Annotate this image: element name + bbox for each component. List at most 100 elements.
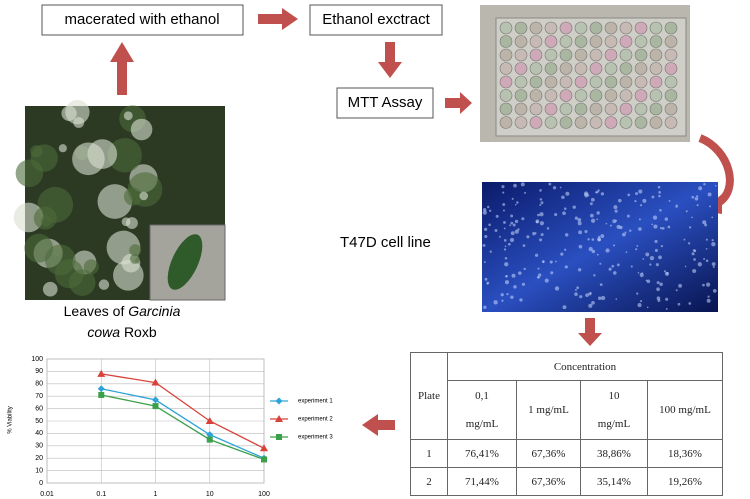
cell	[703, 258, 706, 261]
cell	[658, 255, 662, 260]
cell	[578, 230, 582, 235]
cell	[540, 201, 544, 205]
column-header-line: 100 mg/mL	[659, 404, 711, 416]
cell	[550, 271, 554, 275]
x-tick-label: 100	[258, 491, 270, 498]
well	[604, 75, 618, 89]
cell	[506, 292, 509, 296]
cell	[482, 243, 486, 247]
cell-photo	[482, 182, 718, 312]
cell	[510, 295, 514, 299]
cell	[564, 265, 568, 269]
well	[604, 89, 618, 102]
well	[589, 21, 603, 35]
cell	[614, 209, 618, 213]
foliage	[125, 217, 138, 229]
cell	[639, 272, 644, 278]
well	[589, 116, 603, 129]
cell	[495, 214, 499, 218]
well	[559, 62, 573, 75]
well	[619, 35, 633, 48]
cell	[615, 298, 618, 300]
well	[604, 35, 618, 48]
well	[664, 62, 678, 75]
table-header: Concentration	[447, 352, 723, 381]
cell	[649, 263, 652, 266]
table-cell: 18,36%	[647, 439, 723, 468]
cell	[505, 275, 508, 278]
node-label: macerated with ethanol	[64, 11, 219, 28]
column-header: 100 mg/mL	[647, 380, 723, 440]
cell	[554, 260, 557, 263]
well	[499, 116, 513, 129]
well	[589, 62, 603, 75]
foliage	[97, 184, 133, 219]
cell	[576, 286, 580, 290]
well	[634, 62, 648, 75]
cell	[514, 229, 519, 234]
table-cell: 67,36%	[516, 467, 581, 496]
cell	[605, 248, 610, 253]
cell	[613, 205, 618, 210]
well	[529, 35, 543, 48]
y-tick-label: 10	[35, 467, 43, 474]
cell	[579, 295, 583, 299]
leaf	[167, 234, 203, 290]
cell	[510, 214, 514, 218]
x-tick-label: 0.01	[40, 491, 54, 498]
well	[574, 102, 588, 116]
table-cell: 19,26%	[647, 467, 723, 496]
marker	[152, 396, 159, 404]
cell	[519, 298, 523, 302]
cell	[561, 195, 565, 199]
series-line	[101, 388, 265, 459]
cell	[514, 203, 517, 206]
well	[664, 89, 678, 102]
cell	[608, 267, 612, 271]
cell	[691, 195, 695, 199]
cell	[564, 248, 567, 251]
cell	[698, 186, 703, 191]
well	[604, 21, 618, 35]
cell	[597, 238, 601, 242]
cell	[656, 281, 660, 285]
cell	[487, 205, 490, 209]
cell	[705, 259, 709, 263]
cell	[659, 227, 663, 230]
cell	[599, 262, 602, 265]
caption-text: cowa	[87, 324, 120, 340]
well	[619, 75, 633, 89]
table-header: Plate	[410, 352, 448, 440]
well	[529, 102, 543, 116]
cell	[511, 197, 514, 200]
cell	[630, 265, 633, 268]
cell	[484, 234, 488, 239]
well	[559, 48, 573, 62]
cell	[706, 282, 711, 287]
cell	[590, 218, 596, 223]
cell	[665, 307, 668, 310]
node-box	[41, 4, 244, 36]
cell	[694, 196, 699, 201]
cell	[591, 300, 595, 305]
marker	[151, 378, 160, 386]
table-cell: 1	[410, 439, 448, 468]
node-label: MTT Assay	[348, 94, 423, 111]
well	[559, 116, 573, 129]
legend-marker	[276, 434, 282, 440]
cell	[560, 252, 564, 256]
well	[649, 21, 663, 35]
cell	[589, 213, 594, 218]
cell	[488, 209, 492, 212]
cell	[572, 205, 576, 209]
well	[529, 21, 543, 35]
cell	[638, 189, 643, 194]
cell	[500, 293, 504, 297]
well	[589, 89, 603, 102]
x-tick-label: 1	[154, 491, 158, 498]
cell	[599, 283, 603, 286]
x-tick-label: 0.1	[96, 491, 106, 498]
cell	[544, 278, 549, 283]
well	[514, 102, 528, 116]
table-cell: 35,14%	[580, 467, 648, 496]
